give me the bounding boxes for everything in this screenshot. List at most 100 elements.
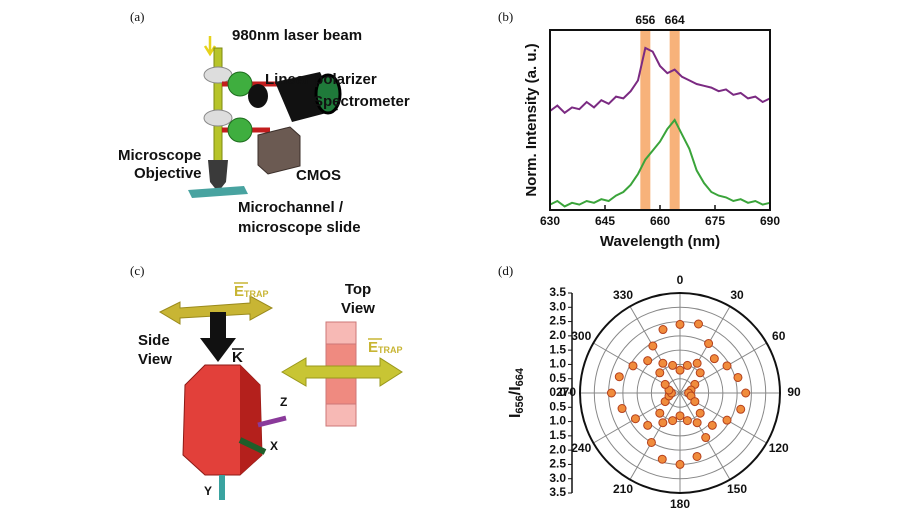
point bbox=[704, 339, 714, 349]
radial-tick-label: 1.5 bbox=[549, 428, 566, 442]
e-symbol: E bbox=[234, 283, 244, 300]
label: View bbox=[138, 351, 172, 368]
y-axis-label-part: I bbox=[507, 414, 524, 418]
radial-tick-label: 2.0 bbox=[549, 328, 566, 342]
point bbox=[660, 379, 670, 389]
angle-label: 120 bbox=[769, 441, 789, 455]
label: microscope slide bbox=[238, 219, 361, 236]
panel-label: (d) bbox=[498, 263, 513, 278]
angle-label: 0 bbox=[677, 273, 684, 287]
radial-tick-label: 0.0 bbox=[549, 385, 566, 399]
point bbox=[741, 388, 751, 398]
point bbox=[695, 368, 705, 378]
point bbox=[658, 418, 668, 428]
point bbox=[675, 365, 685, 375]
crystal-diagram bbox=[158, 282, 403, 500]
angle-label: 90 bbox=[787, 385, 801, 399]
point bbox=[675, 411, 685, 421]
point bbox=[692, 358, 702, 368]
e-trap-label: ETRAP bbox=[368, 339, 403, 356]
x-tick-label: 690 bbox=[760, 214, 780, 228]
point bbox=[690, 397, 700, 407]
x-tick-label: 660 bbox=[650, 214, 670, 228]
point bbox=[722, 361, 732, 371]
axis-label: Z bbox=[280, 395, 287, 409]
point bbox=[707, 420, 717, 430]
polar-frame bbox=[579, 292, 781, 494]
x-tick-label: 675 bbox=[705, 214, 725, 228]
point bbox=[682, 360, 692, 370]
highlight-label: 664 bbox=[665, 13, 685, 27]
point bbox=[736, 404, 746, 414]
y-axis-label: Norm. Intensity (a. u.) bbox=[523, 43, 540, 196]
highlight-band bbox=[640, 30, 651, 210]
point bbox=[695, 408, 705, 418]
panel-label: (b) bbox=[498, 9, 513, 24]
angle-label: 60 bbox=[772, 329, 786, 343]
plot-frame bbox=[549, 29, 771, 211]
point bbox=[655, 368, 665, 378]
y-axis-label: I656/I664 bbox=[507, 367, 526, 418]
radial-tick-label: 0.5 bbox=[549, 371, 566, 385]
angle-label: 330 bbox=[613, 288, 633, 302]
label: Microscope bbox=[118, 147, 201, 164]
y-axis-label-part: 656 bbox=[514, 395, 526, 413]
angle-label: 150 bbox=[727, 482, 747, 496]
angle-label: 180 bbox=[670, 497, 690, 509]
point bbox=[668, 360, 678, 370]
point bbox=[722, 415, 732, 425]
point bbox=[606, 388, 616, 398]
y-axis-label-part: /I bbox=[507, 386, 524, 395]
point bbox=[668, 416, 678, 426]
point bbox=[646, 437, 656, 447]
label: Top bbox=[345, 281, 371, 298]
radial-tick-label: 1.5 bbox=[549, 342, 566, 356]
label: CMOS bbox=[296, 167, 341, 184]
panel-label: (a) bbox=[130, 9, 144, 24]
point bbox=[682, 416, 692, 426]
angle-label: 270 bbox=[556, 385, 576, 399]
point bbox=[658, 325, 668, 335]
e-subscript: TRAP bbox=[378, 345, 403, 355]
radial-tick-label: 2.0 bbox=[549, 442, 566, 456]
point bbox=[630, 414, 640, 424]
point bbox=[628, 361, 638, 371]
axis-label: X bbox=[270, 439, 278, 453]
point bbox=[692, 418, 702, 428]
point bbox=[614, 372, 624, 382]
radial-tick-label: 3.5 bbox=[549, 485, 566, 499]
radial-tick-label: 2.5 bbox=[549, 457, 566, 471]
grid-spoke bbox=[629, 392, 681, 480]
radial-tick-label: 0.5 bbox=[549, 399, 566, 413]
angle-label: 30 bbox=[730, 288, 744, 302]
x-tick-label: 645 bbox=[595, 214, 615, 228]
panel-label: (c) bbox=[130, 263, 144, 278]
e-trap-label: ETRAP bbox=[234, 283, 269, 300]
k-label: K bbox=[232, 349, 243, 366]
highlight-label: 656 bbox=[635, 13, 655, 27]
series-line bbox=[549, 118, 771, 208]
point bbox=[643, 356, 653, 366]
angle-label: 240 bbox=[571, 441, 591, 455]
x-axis-label: Wavelength (nm) bbox=[600, 233, 720, 250]
point bbox=[655, 408, 665, 418]
label: Objective bbox=[134, 165, 202, 182]
radial-tick-label: 3.0 bbox=[549, 299, 566, 313]
label: Linear polarizer bbox=[265, 71, 377, 88]
point bbox=[643, 420, 653, 430]
point bbox=[701, 433, 711, 443]
radial-tick-label: 3.5 bbox=[549, 285, 566, 299]
y-axis-label-part: 664 bbox=[514, 367, 526, 386]
radial-tick-label: 1.0 bbox=[549, 357, 566, 371]
point bbox=[709, 354, 719, 364]
label: Microchannel / bbox=[238, 199, 344, 216]
angle-label: 300 bbox=[571, 329, 591, 343]
grid-spoke bbox=[679, 306, 731, 394]
point bbox=[657, 454, 667, 464]
point bbox=[692, 451, 702, 461]
axis-label: Y bbox=[204, 484, 212, 498]
point bbox=[658, 358, 668, 368]
point bbox=[617, 404, 627, 414]
label: View bbox=[341, 300, 375, 317]
